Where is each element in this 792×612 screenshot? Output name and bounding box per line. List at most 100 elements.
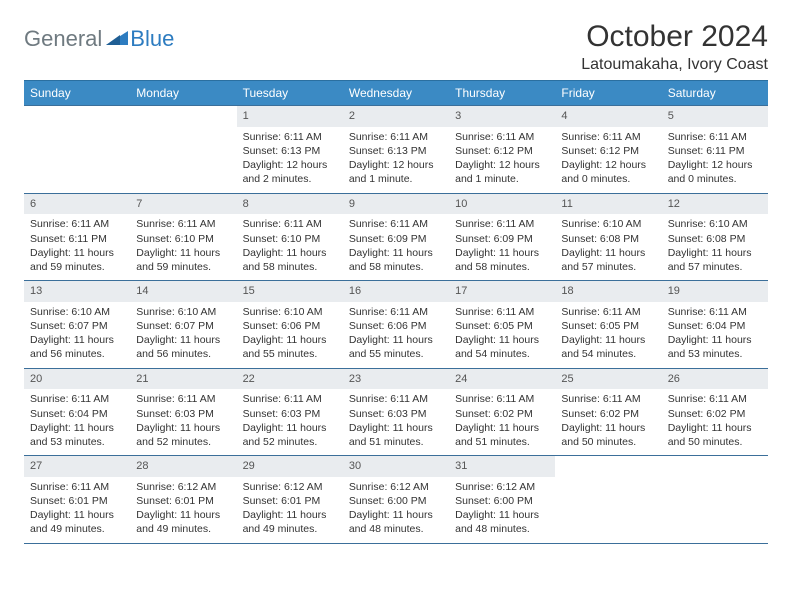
calendar-cell: 16Sunrise: 6:11 AMSunset: 6:06 PMDayligh… <box>343 281 449 368</box>
day-header: Tuesday <box>237 81 343 105</box>
daylight-text: Daylight: 12 hours and 2 minutes. <box>243 158 337 186</box>
calendar-cell: 12Sunrise: 6:10 AMSunset: 6:08 PMDayligh… <box>662 194 768 281</box>
calendar-cell: 10Sunrise: 6:11 AMSunset: 6:09 PMDayligh… <box>449 194 555 281</box>
day-number: 19 <box>662 281 768 302</box>
daylight-text: Daylight: 12 hours and 1 minute. <box>349 158 443 186</box>
sunrise-text: Sunrise: 6:12 AM <box>243 480 337 494</box>
day-number: 29 <box>237 456 343 477</box>
day-number: 4 <box>555 106 661 127</box>
sunset-text: Sunset: 6:13 PM <box>349 144 443 158</box>
sunset-text: Sunset: 6:08 PM <box>668 232 762 246</box>
sunset-text: Sunset: 6:04 PM <box>30 407 124 421</box>
sunrise-text: Sunrise: 6:10 AM <box>561 217 655 231</box>
day-body: Sunrise: 6:11 AMSunset: 6:06 PMDaylight:… <box>343 302 449 368</box>
daylight-text: Daylight: 11 hours and 49 minutes. <box>136 508 230 536</box>
day-number: 22 <box>237 369 343 390</box>
sunset-text: Sunset: 6:03 PM <box>136 407 230 421</box>
day-body: Sunrise: 6:12 AMSunset: 6:01 PMDaylight:… <box>237 477 343 543</box>
day-number: 25 <box>555 369 661 390</box>
sunrise-text: Sunrise: 6:11 AM <box>30 392 124 406</box>
day-body: Sunrise: 6:12 AMSunset: 6:00 PMDaylight:… <box>343 477 449 543</box>
day-body: Sunrise: 6:11 AMSunset: 6:02 PMDaylight:… <box>449 389 555 455</box>
sunset-text: Sunset: 6:01 PM <box>243 494 337 508</box>
daylight-text: Daylight: 11 hours and 58 minutes. <box>243 246 337 274</box>
day-body: Sunrise: 6:11 AMSunset: 6:03 PMDaylight:… <box>237 389 343 455</box>
sunset-text: Sunset: 6:06 PM <box>349 319 443 333</box>
daylight-text: Daylight: 11 hours and 50 minutes. <box>561 421 655 449</box>
sunset-text: Sunset: 6:05 PM <box>561 319 655 333</box>
sunset-text: Sunset: 6:10 PM <box>243 232 337 246</box>
calendar-cell: 30Sunrise: 6:12 AMSunset: 6:00 PMDayligh… <box>343 456 449 543</box>
day-body: Sunrise: 6:11 AMSunset: 6:05 PMDaylight:… <box>555 302 661 368</box>
daylight-text: Daylight: 11 hours and 54 minutes. <box>455 333 549 361</box>
sunrise-text: Sunrise: 6:10 AM <box>30 305 124 319</box>
calendar: Sunday Monday Tuesday Wednesday Thursday… <box>24 80 768 544</box>
sunrise-text: Sunrise: 6:10 AM <box>136 305 230 319</box>
day-number: 26 <box>662 369 768 390</box>
sunrise-text: Sunrise: 6:11 AM <box>668 392 762 406</box>
calendar-cell: 9Sunrise: 6:11 AMSunset: 6:09 PMDaylight… <box>343 194 449 281</box>
daylight-text: Daylight: 11 hours and 49 minutes. <box>243 508 337 536</box>
sunrise-text: Sunrise: 6:11 AM <box>30 217 124 231</box>
day-body: Sunrise: 6:11 AMSunset: 6:13 PMDaylight:… <box>343 127 449 193</box>
day-header: Monday <box>130 81 236 105</box>
sunset-text: Sunset: 6:03 PM <box>349 407 443 421</box>
sunset-text: Sunset: 6:09 PM <box>349 232 443 246</box>
day-body: Sunrise: 6:11 AMSunset: 6:10 PMDaylight:… <box>237 214 343 280</box>
day-number: 30 <box>343 456 449 477</box>
day-body: Sunrise: 6:11 AMSunset: 6:03 PMDaylight:… <box>343 389 449 455</box>
calendar-cell: 27Sunrise: 6:11 AMSunset: 6:01 PMDayligh… <box>24 456 130 543</box>
calendar-cell <box>662 456 768 543</box>
sunrise-text: Sunrise: 6:11 AM <box>668 305 762 319</box>
sunrise-text: Sunrise: 6:10 AM <box>243 305 337 319</box>
daylight-text: Daylight: 11 hours and 52 minutes. <box>136 421 230 449</box>
day-number: 1 <box>237 106 343 127</box>
sunset-text: Sunset: 6:04 PM <box>668 319 762 333</box>
day-header: Friday <box>555 81 661 105</box>
logo-triangle-icon <box>106 29 128 50</box>
sunrise-text: Sunrise: 6:11 AM <box>561 392 655 406</box>
day-number: 21 <box>130 369 236 390</box>
logo: General Blue <box>24 20 174 52</box>
sunset-text: Sunset: 6:03 PM <box>243 407 337 421</box>
day-number: 7 <box>130 194 236 215</box>
day-number: 5 <box>662 106 768 127</box>
sunset-text: Sunset: 6:02 PM <box>668 407 762 421</box>
day-number: 10 <box>449 194 555 215</box>
calendar-week: 27Sunrise: 6:11 AMSunset: 6:01 PMDayligh… <box>24 455 768 543</box>
calendar-cell: 1Sunrise: 6:11 AMSunset: 6:13 PMDaylight… <box>237 106 343 193</box>
calendar-cell: 15Sunrise: 6:10 AMSunset: 6:06 PMDayligh… <box>237 281 343 368</box>
sunset-text: Sunset: 6:02 PM <box>561 407 655 421</box>
daylight-text: Daylight: 11 hours and 55 minutes. <box>349 333 443 361</box>
page-header: General Blue October 2024 Latoumakaha, I… <box>24 20 768 74</box>
calendar-week: 13Sunrise: 6:10 AMSunset: 6:07 PMDayligh… <box>24 280 768 368</box>
sunset-text: Sunset: 6:07 PM <box>30 319 124 333</box>
day-body: Sunrise: 6:11 AMSunset: 6:09 PMDaylight:… <box>449 214 555 280</box>
sunset-text: Sunset: 6:00 PM <box>455 494 549 508</box>
sunrise-text: Sunrise: 6:11 AM <box>561 130 655 144</box>
day-number: 24 <box>449 369 555 390</box>
calendar-cell: 22Sunrise: 6:11 AMSunset: 6:03 PMDayligh… <box>237 369 343 456</box>
sunset-text: Sunset: 6:02 PM <box>455 407 549 421</box>
day-number: 3 <box>449 106 555 127</box>
sunrise-text: Sunrise: 6:10 AM <box>668 217 762 231</box>
day-body: Sunrise: 6:11 AMSunset: 6:12 PMDaylight:… <box>555 127 661 193</box>
calendar-cell: 24Sunrise: 6:11 AMSunset: 6:02 PMDayligh… <box>449 369 555 456</box>
sunrise-text: Sunrise: 6:11 AM <box>455 392 549 406</box>
logo-text-general: General <box>24 26 102 52</box>
daylight-text: Daylight: 11 hours and 52 minutes. <box>243 421 337 449</box>
day-body: Sunrise: 6:11 AMSunset: 6:02 PMDaylight:… <box>555 389 661 455</box>
calendar-cell: 14Sunrise: 6:10 AMSunset: 6:07 PMDayligh… <box>130 281 236 368</box>
daylight-text: Daylight: 11 hours and 48 minutes. <box>455 508 549 536</box>
sunrise-text: Sunrise: 6:12 AM <box>349 480 443 494</box>
calendar-cell: 3Sunrise: 6:11 AMSunset: 6:12 PMDaylight… <box>449 106 555 193</box>
calendar-cell: 4Sunrise: 6:11 AMSunset: 6:12 PMDaylight… <box>555 106 661 193</box>
day-number: 13 <box>24 281 130 302</box>
sunrise-text: Sunrise: 6:11 AM <box>668 130 762 144</box>
calendar-cell: 23Sunrise: 6:11 AMSunset: 6:03 PMDayligh… <box>343 369 449 456</box>
sunset-text: Sunset: 6:11 PM <box>30 232 124 246</box>
sunrise-text: Sunrise: 6:12 AM <box>136 480 230 494</box>
daylight-text: Daylight: 12 hours and 1 minute. <box>455 158 549 186</box>
sunrise-text: Sunrise: 6:11 AM <box>349 217 443 231</box>
day-number: 11 <box>555 194 661 215</box>
